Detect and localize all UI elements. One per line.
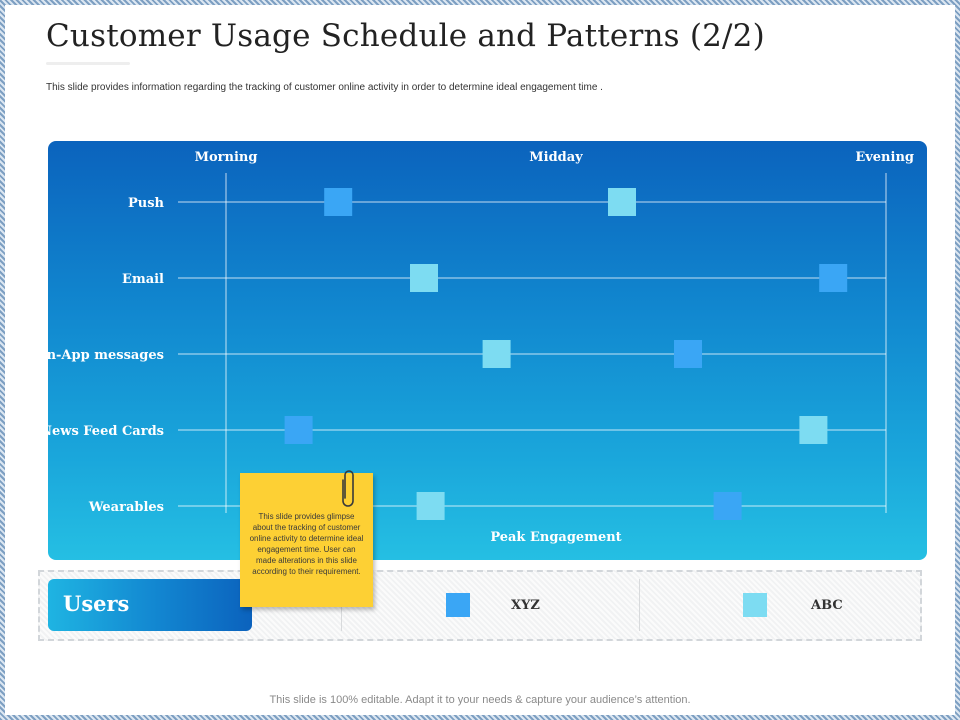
legend-divider (639, 579, 640, 631)
data-point-marker (482, 340, 511, 368)
data-point-marker (324, 188, 353, 216)
data-point-marker (410, 264, 438, 292)
footer-note: This slide is 100% editable. Adapt it to… (269, 694, 691, 706)
paperclip-icon (342, 470, 354, 507)
sticky-note: This slide provides glimpse about the tr… (240, 473, 373, 607)
legend-swatch-xyz (446, 593, 470, 617)
category-label: Email (122, 272, 164, 287)
data-point-marker (819, 264, 848, 292)
legend-label-abc: ABC (811, 598, 843, 613)
x-tick-label: Midday (529, 150, 583, 165)
chart-panel: Push Email In-App messages News Feed Cards W… (48, 141, 927, 560)
users-panel: Users (48, 579, 252, 631)
data-point-marker (713, 492, 742, 520)
data-point-marker (674, 340, 702, 368)
data-point-marker (284, 416, 313, 444)
chart-svg: Push Email In-App messages News Feed Cards W… (48, 150, 914, 545)
title-underline (46, 62, 130, 65)
x-tick-label: Evening (855, 150, 914, 165)
page-title: Customer Usage Schedule and Patterns (2/… (46, 18, 765, 54)
legend-label-xyz: XYZ (511, 598, 540, 613)
sticky-note-text: This slide provides glimpse about the tr… (249, 512, 364, 576)
page-subtitle: This slide provides information regardin… (46, 82, 603, 93)
legend-swatch-abc (743, 593, 767, 617)
category-label: Push (128, 196, 165, 211)
data-point-marker (799, 416, 828, 444)
x-axis-label: Peak Engagement (490, 530, 621, 545)
data-point-marker (608, 188, 636, 216)
x-tick-label: Morning (195, 150, 258, 165)
category-label: In-App messages (48, 348, 164, 363)
users-label: Users (63, 591, 130, 616)
data-point-marker (416, 492, 445, 520)
category-label: Wearables (88, 500, 164, 515)
category-label: News Feed Cards (48, 424, 164, 439)
